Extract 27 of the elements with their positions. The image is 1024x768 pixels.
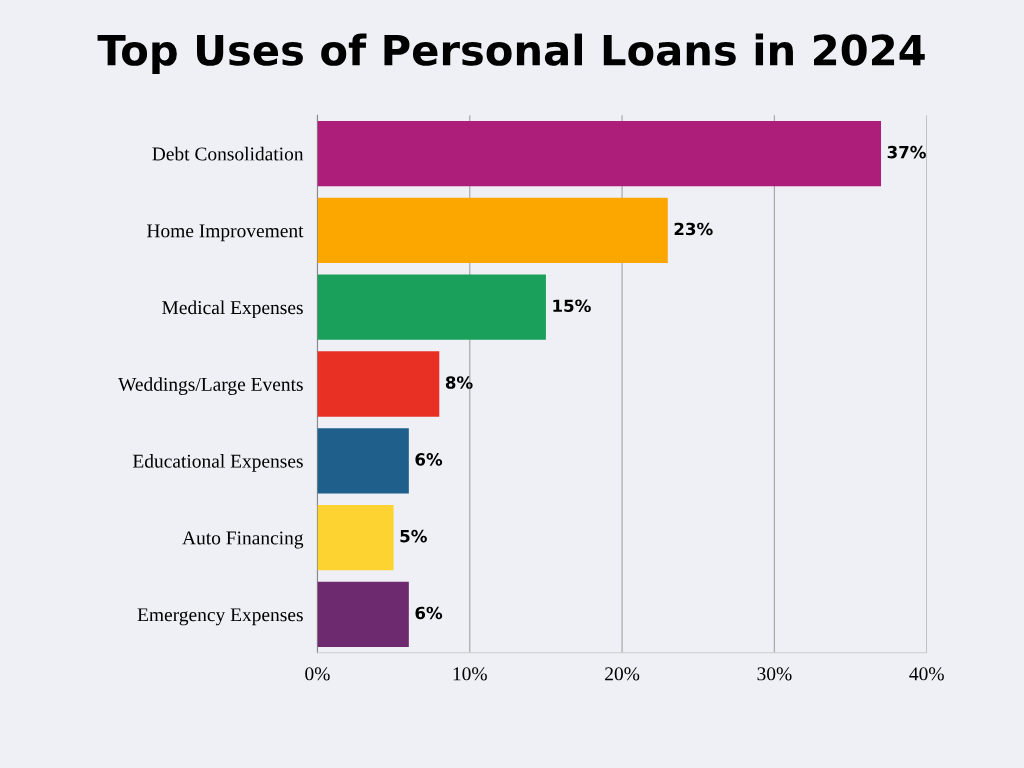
x-tick-label: 0%: [305, 667, 330, 681]
bar: [317, 581, 409, 648]
x-tick-label: 20%: [605, 667, 640, 681]
data-label: 8%: [445, 376, 473, 389]
bar: [317, 197, 668, 264]
y-tick-label: Home Improvement: [146, 224, 304, 242]
bar: [317, 428, 409, 494]
data-label: 6%: [415, 453, 443, 466]
y-tick-label: Educational Expenses: [132, 454, 303, 472]
data-label: 15%: [553, 299, 591, 313]
data-label: 5%: [400, 529, 427, 543]
y-tick-label: Medical Expenses: [162, 300, 303, 319]
data-label: 37%: [887, 145, 926, 159]
x-tick-label: 40%: [909, 667, 944, 681]
bar: [317, 504, 394, 571]
data-label: 6%: [415, 606, 443, 620]
x-tick-label: 30%: [757, 667, 792, 681]
chart-title: Top Uses of Personal Loans in 2024: [97, 33, 925, 74]
y-tick-label: Auto Financing: [182, 531, 304, 549]
bar: [317, 274, 546, 340]
x-tick-label: 10%: [453, 667, 487, 681]
data-label: 23%: [674, 222, 713, 236]
bar: [317, 351, 440, 417]
bar: [317, 120, 882, 187]
y-tick-label: Debt Consolidation: [152, 146, 304, 161]
y-tick-label: Emergency Expenses: [137, 608, 303, 626]
y-tick-label: Weddings/Large Events: [118, 377, 303, 395]
